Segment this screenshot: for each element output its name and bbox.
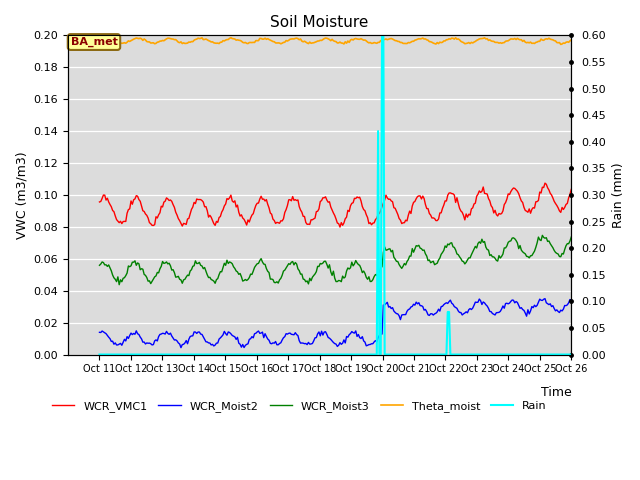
WCR_Moist2 <box>568 298 575 303</box>
WCR_Moist2 <box>544 301 552 307</box>
Theta_moist <box>303 40 311 46</box>
Line: Theta_moist: Theta_moist <box>99 38 572 44</box>
Theta_moist <box>95 38 103 44</box>
Rain <box>543 352 550 358</box>
Line: Rain: Rain <box>99 36 572 355</box>
Line: WCR_Moist2: WCR_Moist2 <box>99 299 572 348</box>
Rain <box>302 352 310 358</box>
WCR_Moist2 <box>154 338 161 344</box>
Rain <box>95 352 103 358</box>
Rain <box>154 352 161 358</box>
WCR_VMC1 <box>95 199 103 205</box>
WCR_VMC1 <box>336 224 344 230</box>
Line: WCR_VMC1: WCR_VMC1 <box>99 183 572 227</box>
Theta_moist <box>543 36 550 42</box>
Theta_moist <box>261 36 269 41</box>
WCR_VMC1 <box>236 213 244 219</box>
Theta_moist <box>253 38 261 44</box>
Rain <box>260 352 268 358</box>
WCR_Moist3 <box>303 278 311 284</box>
WCR_Moist2 <box>303 342 311 348</box>
X-axis label: Time: Time <box>541 386 572 399</box>
Line: WCR_Moist3: WCR_Moist3 <box>99 235 572 285</box>
Rain <box>252 352 260 358</box>
WCR_VMC1 <box>154 215 161 221</box>
Rain <box>236 352 244 358</box>
WCR_Moist3 <box>261 262 269 267</box>
Legend: WCR_VMC1, WCR_Moist2, WCR_Moist3, Theta_moist, Rain: WCR_VMC1, WCR_Moist2, WCR_Moist3, Theta_… <box>47 396 552 416</box>
WCR_Moist3 <box>568 234 575 240</box>
Theta_moist <box>557 41 564 47</box>
Y-axis label: Rain (mm): Rain (mm) <box>612 162 625 228</box>
WCR_VMC1 <box>252 203 260 208</box>
WCR_Moist2 <box>177 345 185 350</box>
WCR_Moist3 <box>237 274 245 280</box>
Text: BA_met: BA_met <box>70 37 117 47</box>
WCR_Moist3 <box>95 263 103 268</box>
WCR_VMC1 <box>568 187 575 192</box>
WCR_Moist2 <box>95 329 103 335</box>
WCR_VMC1 <box>302 219 310 225</box>
WCR_Moist2 <box>541 296 549 301</box>
Rain <box>378 33 386 38</box>
WCR_Moist3 <box>544 239 552 244</box>
WCR_Moist3 <box>538 232 546 238</box>
Theta_moist <box>568 37 575 43</box>
WCR_Moist2 <box>237 344 245 350</box>
Theta_moist <box>154 39 161 45</box>
WCR_Moist3 <box>155 270 163 276</box>
WCR_VMC1 <box>260 196 268 202</box>
WCR_Moist2 <box>261 331 269 336</box>
Theta_moist <box>227 35 235 41</box>
Theta_moist <box>237 38 245 44</box>
Title: Soil Moisture: Soil Moisture <box>271 15 369 30</box>
WCR_Moist3 <box>253 261 261 266</box>
WCR_VMC1 <box>544 185 552 191</box>
WCR_VMC1 <box>541 180 549 186</box>
Rain <box>568 352 575 358</box>
WCR_Moist2 <box>253 329 261 335</box>
Y-axis label: VWC (m3/m3): VWC (m3/m3) <box>15 151 28 239</box>
WCR_Moist3 <box>115 282 123 288</box>
